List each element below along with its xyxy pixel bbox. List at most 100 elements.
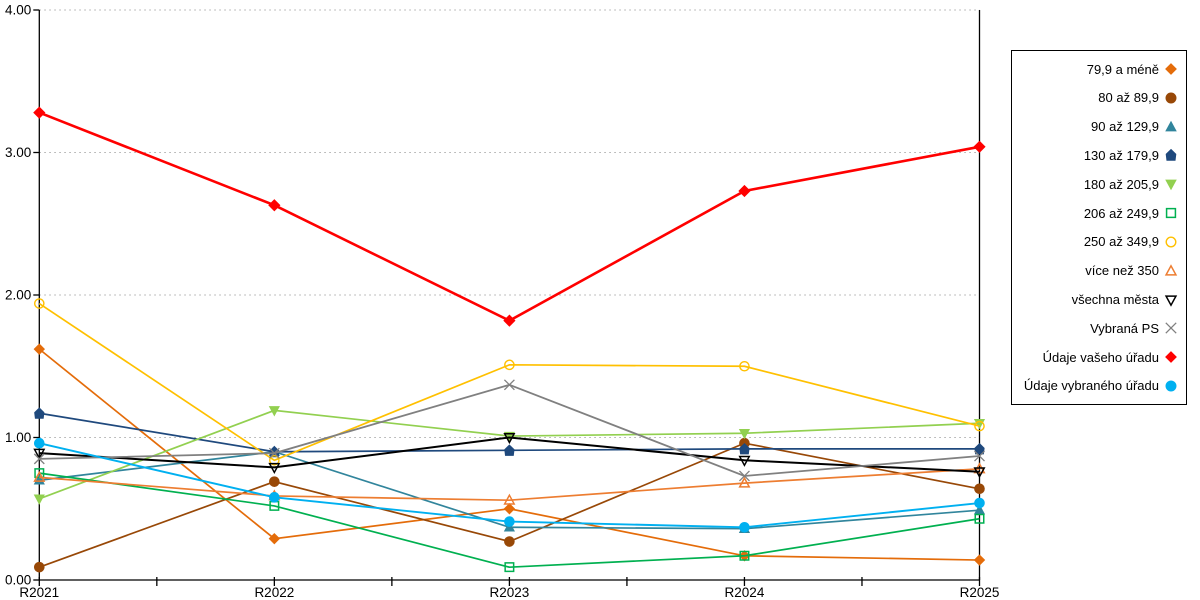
series-marker <box>33 298 45 309</box>
series-marker <box>738 455 751 467</box>
series-marker <box>738 470 750 482</box>
legend-marker-icon <box>1165 236 1177 248</box>
series-marker <box>504 516 515 527</box>
legend-item-label: 80 až 89,9 <box>1098 90 1159 106</box>
series-marker <box>974 483 985 495</box>
series-line <box>39 472 980 569</box>
chart-legend: 79,9 a méně 80 až 89,9 90 až 129,9 130 a… <box>1011 50 1187 405</box>
series-marker <box>33 561 45 573</box>
series-marker <box>503 314 516 327</box>
series-marker <box>1165 236 1177 248</box>
series-vybran-ps <box>33 379 985 482</box>
series-marker <box>739 442 750 455</box>
series-marker <box>739 521 750 533</box>
series--daje-va-eho-adu <box>33 106 986 327</box>
series-marker <box>974 420 985 432</box>
series-marker <box>504 562 515 573</box>
legend-item: více než 350 <box>1016 259 1178 283</box>
series-marker <box>33 448 46 460</box>
legend-item: 80 až 89,9 <box>1016 86 1178 110</box>
series-marker <box>268 532 281 545</box>
legend-item: Údaje vybraného úřadu <box>1016 374 1178 398</box>
legend-marker-icon <box>1165 322 1177 334</box>
series-marker <box>269 476 280 487</box>
y-axis-tick-label: 4.00 <box>5 3 31 18</box>
series-line <box>38 302 980 462</box>
series-marker <box>33 343 46 355</box>
series-marker <box>1164 294 1178 307</box>
series-marker <box>974 513 985 524</box>
series-79-9-a-m-n- <box>33 343 986 566</box>
series-marker <box>1165 63 1177 75</box>
legend-marker-icon <box>1165 207 1177 219</box>
series-marker <box>1164 263 1178 276</box>
series-marker <box>268 406 280 417</box>
legend-marker-icon <box>1165 351 1177 364</box>
legend-item: 250 až 349,9 <box>1016 230 1178 254</box>
series-marker <box>1165 380 1177 392</box>
legend-item-label: 79,9 a méně <box>1086 61 1159 77</box>
series-marker <box>974 497 985 509</box>
legend-item: 130 až 179,9 <box>1016 143 1178 167</box>
series-marker <box>34 407 45 419</box>
series-marker <box>504 359 515 371</box>
legend-item: Údaje vašeho úřadu <box>1016 345 1178 369</box>
series-marker <box>738 476 751 488</box>
x-axis-tick-label: R2022 <box>254 585 294 600</box>
legend-item-label: Údaje vybraného úřadu <box>1023 378 1159 394</box>
series-v-echna-m-sta <box>33 433 986 479</box>
series-marker <box>739 550 750 561</box>
legend-item-label: 180 až 205,9 <box>1083 176 1159 192</box>
series-marker <box>33 437 45 449</box>
series-marker <box>738 184 751 198</box>
series-line <box>39 436 980 473</box>
series-line <box>39 468 980 502</box>
series-130-a-179-9 <box>34 407 985 458</box>
series-marker <box>268 462 281 474</box>
series-marker <box>33 494 45 505</box>
series-marker <box>739 360 750 372</box>
legend-item-label: 250 až 349,9 <box>1083 234 1159 250</box>
x-axis-tick-label: R2024 <box>725 585 765 600</box>
y-axis-tick-label: 2.00 <box>5 288 31 303</box>
y-axis-tick-label: 3.00 <box>5 145 31 160</box>
legend-item: Vybraná PS <box>1016 316 1178 340</box>
legend-item-label: Vybraná PS <box>1090 320 1159 336</box>
series-marker <box>269 454 280 466</box>
series-marker <box>973 140 986 153</box>
series-marker <box>503 493 516 505</box>
legend-item: 79,9 a méně <box>1016 57 1178 81</box>
legend-item-label: 130 až 179,9 <box>1083 147 1159 163</box>
series-marker <box>268 447 280 459</box>
legend-item-label: 206 až 249,9 <box>1083 205 1159 221</box>
series-marker <box>1165 92 1177 104</box>
series-marker <box>974 442 985 455</box>
series-marker <box>1165 207 1177 219</box>
legend-marker-icon <box>1165 380 1177 392</box>
series-marker <box>738 428 751 440</box>
x-axis-tick-label: R2023 <box>490 585 530 600</box>
series-marker <box>504 444 515 456</box>
series-marker <box>504 536 515 547</box>
legend-marker-icon <box>1164 294 1178 307</box>
series-marker <box>1165 351 1177 364</box>
legend-item: 206 až 249,9 <box>1016 201 1178 225</box>
series--daje-vybran-ho-adu <box>33 437 985 533</box>
series-line <box>38 111 980 323</box>
series-marker <box>503 379 515 391</box>
legend-marker-icon <box>1165 120 1177 132</box>
series-marker <box>268 199 281 212</box>
series-marker <box>33 470 46 482</box>
series-marker <box>1165 120 1177 132</box>
legend-item: 180 až 205,9 <box>1016 172 1178 196</box>
legend-item-label: 90 až 129,9 <box>1091 119 1159 135</box>
y-axis-tick-label: 0.00 <box>5 573 31 588</box>
series-marker <box>974 450 985 462</box>
legend-marker-icon <box>1164 263 1178 276</box>
legend-marker-icon <box>1165 63 1177 75</box>
x-axis-tick-label: R2021 <box>19 585 59 600</box>
series-marker <box>973 467 986 479</box>
legend-marker-icon <box>1165 92 1177 104</box>
legend-item: 90 až 129,9 <box>1016 115 1178 139</box>
